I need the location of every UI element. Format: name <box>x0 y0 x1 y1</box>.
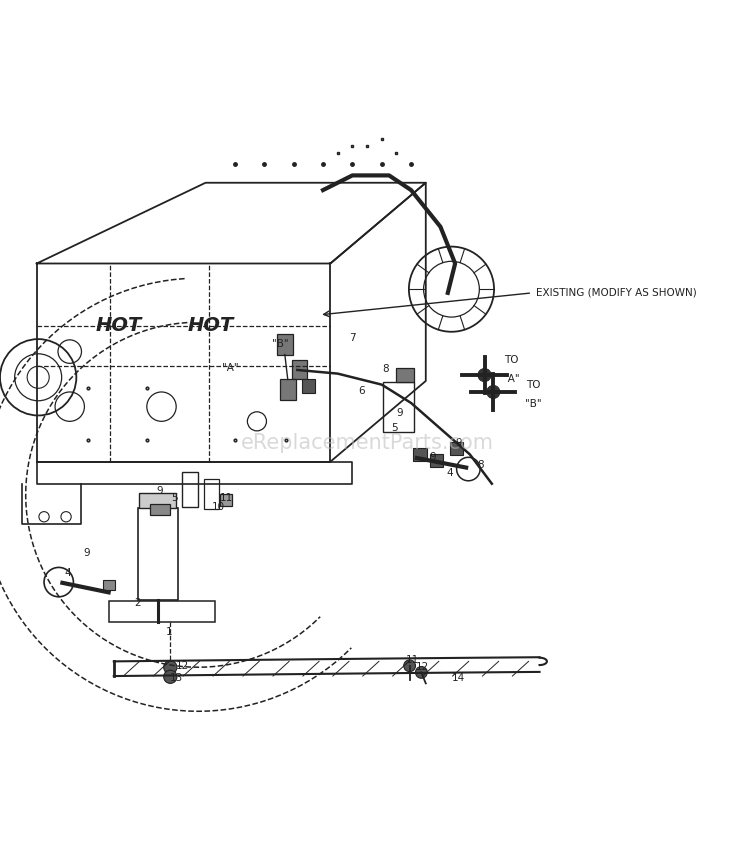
Text: 12: 12 <box>416 662 429 672</box>
Text: 6: 6 <box>358 386 365 396</box>
Text: 1: 1 <box>166 627 172 637</box>
Circle shape <box>164 660 177 674</box>
Bar <box>221 494 232 506</box>
Text: EXISTING (MODIFY AS SHOWN): EXISTING (MODIFY AS SHOWN) <box>536 288 696 298</box>
Text: 10: 10 <box>212 502 225 513</box>
Bar <box>149 504 170 514</box>
Text: TO: TO <box>505 354 519 365</box>
Text: "A": "A" <box>503 374 520 383</box>
Text: 9: 9 <box>84 547 90 558</box>
Circle shape <box>487 385 500 399</box>
Text: 11: 11 <box>406 654 419 665</box>
Bar <box>292 360 307 379</box>
Text: 2: 2 <box>135 598 141 608</box>
Text: 4: 4 <box>446 468 453 478</box>
Text: 11: 11 <box>220 493 232 503</box>
Bar <box>430 454 443 467</box>
Text: "B": "B" <box>272 339 289 349</box>
Bar <box>103 580 115 590</box>
Text: 13: 13 <box>169 672 183 683</box>
Bar <box>302 379 315 393</box>
Circle shape <box>404 660 415 672</box>
Text: 8: 8 <box>382 364 389 374</box>
Text: 5: 5 <box>172 493 178 503</box>
Bar <box>182 472 198 507</box>
Text: 12: 12 <box>175 660 189 671</box>
Text: 14: 14 <box>451 672 465 683</box>
Bar <box>277 334 293 354</box>
Bar <box>397 368 414 382</box>
Text: HOT: HOT <box>187 316 233 336</box>
Text: 4: 4 <box>64 569 71 578</box>
Text: HOT: HOT <box>95 316 141 336</box>
Bar <box>450 442 463 455</box>
Text: 9: 9 <box>157 486 164 496</box>
Bar <box>280 379 296 400</box>
Bar <box>109 601 215 621</box>
Text: 7: 7 <box>349 333 356 343</box>
Text: 9: 9 <box>397 408 403 418</box>
Text: 9: 9 <box>456 438 462 448</box>
Text: eReplacementParts.com: eReplacementParts.com <box>240 434 494 453</box>
Circle shape <box>415 666 427 678</box>
Text: "A": "A" <box>222 364 238 373</box>
Text: TO: TO <box>525 381 540 390</box>
Bar <box>414 448 426 461</box>
Bar <box>204 479 219 509</box>
Text: "B": "B" <box>525 400 541 410</box>
Circle shape <box>164 670 177 683</box>
Bar <box>383 382 414 433</box>
Bar <box>138 508 178 600</box>
Text: 5: 5 <box>391 423 398 433</box>
Bar <box>139 493 176 508</box>
Text: 8: 8 <box>477 460 484 470</box>
Text: 9: 9 <box>430 452 437 462</box>
Circle shape <box>478 368 491 382</box>
